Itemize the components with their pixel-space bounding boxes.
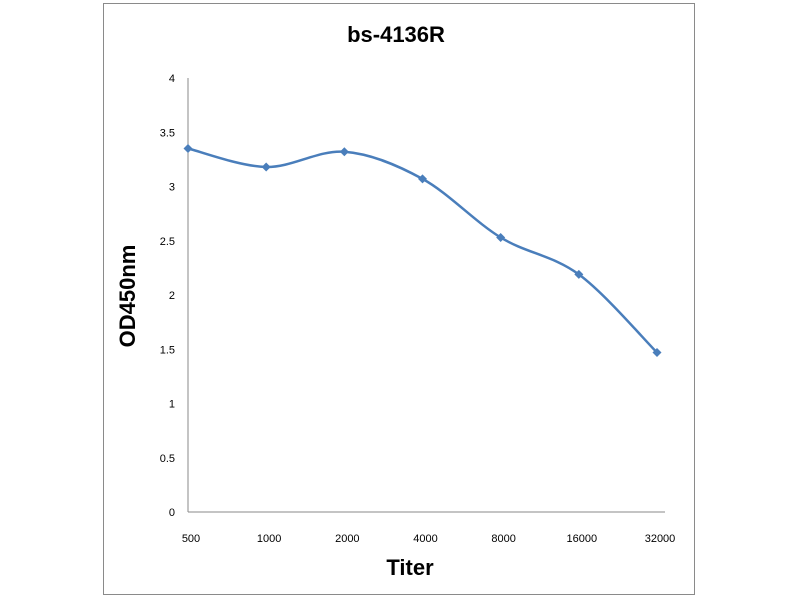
y-tick-label: 3.5 [160,127,175,139]
y-axis-ticks: 0 0.5 1 1.5 2 2.5 3 3.5 4 [160,73,175,519]
data-point-marker [574,269,584,279]
data-point-marker [496,232,506,242]
chart-title: bs-4136R [347,22,445,47]
data-point-marker [339,147,349,157]
data-point-marker [418,174,427,184]
y-tick-label: 3 [169,182,175,194]
y-tick-label: 1.5 [160,344,175,356]
y-tick-label: 2.5 [160,236,175,248]
x-axis-ticks: 500 1000 2000 4000 8000 16000 32000 [182,533,675,545]
y-tick-label: 2 [169,290,175,302]
data-point-marker [183,144,193,154]
series-layer [183,144,662,358]
x-tick-label: 1000 [257,533,281,545]
y-axis-title: OD450nm [115,245,140,348]
x-tick-label: 32000 [645,533,676,545]
x-tick-label: 2000 [335,533,359,545]
data-point-marker [652,348,662,358]
x-tick-label: 500 [182,533,200,545]
x-axis-title: Titer [386,555,434,580]
y-tick-label: 0.5 [160,453,175,465]
x-tick-label: 8000 [491,533,515,545]
data-point-marker [261,162,271,172]
y-tick-label: 0 [169,507,175,519]
y-tick-label: 1 [169,399,175,411]
y-tick-label: 4 [169,73,175,85]
x-tick-label: 16000 [567,533,598,545]
chart-frame [103,3,695,595]
x-tick-label: 4000 [413,533,437,545]
